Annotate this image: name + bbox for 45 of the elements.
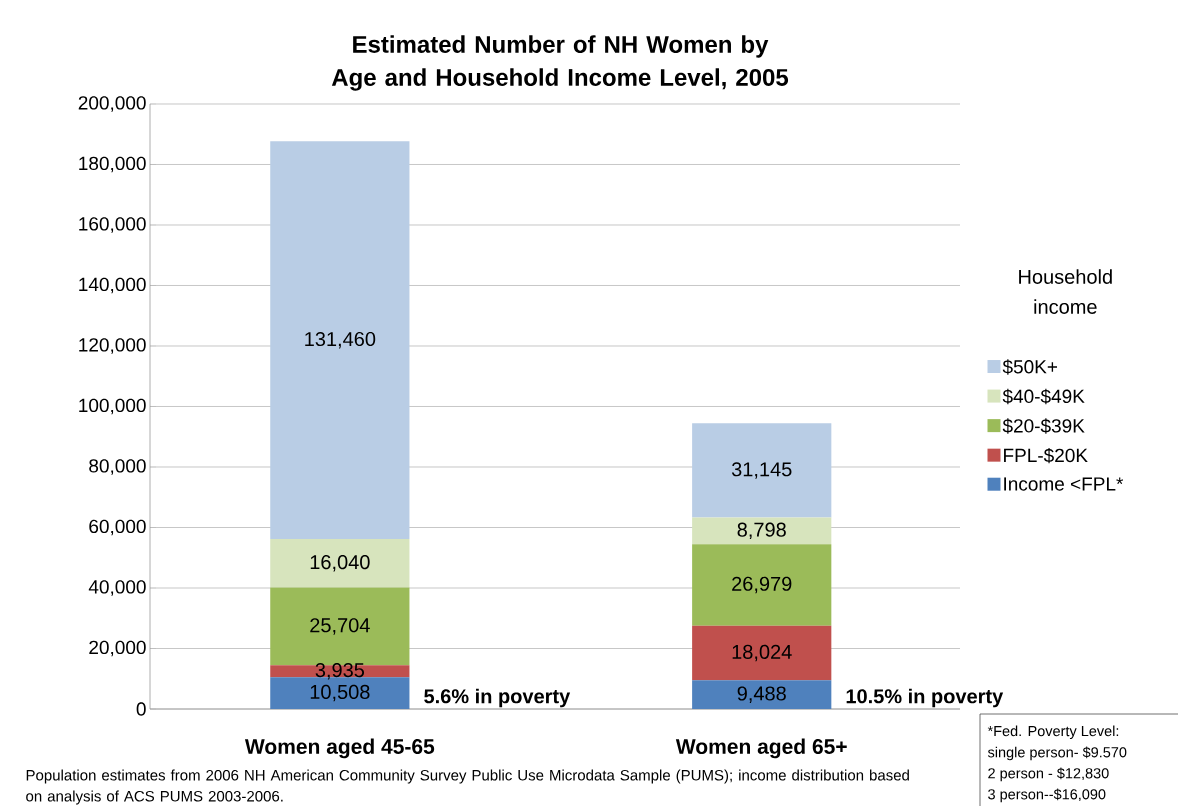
y-tick-label: 160,000 [79, 217, 146, 233]
legend-title: Household income [1019, 269, 1112, 314]
legend-label: $40-$49K [1002, 388, 1085, 405]
y-tick-label: 180,000 [79, 156, 146, 173]
legend-label: FPL-$20K [1004, 447, 1088, 464]
y-tick-label: 40,000 [88, 580, 146, 596]
data-label: 8,798 [737, 522, 786, 540]
data-label: 16,040 [310, 555, 370, 572]
data-label: 25,704 [310, 618, 370, 635]
text: 2 person - $12,830 [988, 767, 1109, 782]
y-tick-label: 140,000 [79, 277, 146, 294]
text: 3 person--$16,090 [988, 788, 1106, 803]
data-label: 10,508 [310, 684, 370, 702]
y-tick-label: 200,000 [78, 96, 146, 112]
y-tick-label: 80,000 [89, 459, 146, 475]
chart-title: Estimated Number of NH Women by Age and Household Income Level, 2005 [331, 35, 789, 91]
bar [692, 423, 832, 518]
bar [692, 680, 832, 709]
y-tick-label: 100,000 [79, 398, 146, 415]
annotation: 5.6% in poverty [424, 688, 571, 708]
annotation: 10.5% in poverty [846, 688, 1004, 708]
bar [270, 141, 410, 540]
y-tick-label: 120,000 [79, 338, 146, 354]
bar [692, 544, 832, 626]
data-label: 18,024 [732, 644, 792, 662]
bar [270, 665, 410, 678]
legend-label: $50K+ [1002, 359, 1058, 375]
bar [692, 517, 832, 545]
x-tick-label: Women aged 45-65 [244, 738, 435, 759]
data-label: 26,979 [732, 576, 792, 594]
data-label: 31,145 [731, 462, 792, 479]
legend-label: Income <FPL* [1004, 477, 1124, 491]
data-label: 131,460 [305, 331, 376, 349]
x-tick-label: Women aged 65+ [675, 738, 847, 759]
data-label: 3,935 [315, 662, 365, 680]
text: *Fed. Poverty Level: [987, 725, 1119, 740]
bar [692, 625, 832, 681]
text: single person- $9.570 [987, 746, 1127, 761]
legend-label: $20-$39K [1002, 418, 1085, 434]
data-label: 9,488 [737, 686, 786, 703]
bar [270, 539, 410, 588]
y-tick-label: 60,000 [89, 519, 146, 536]
text: Population estimates from 2006 NH American Community Survey Public Use Microdata Sample (PUMS); income distribution based on analysis of ACS PUMS 2003-2006. [26, 769, 909, 805]
y-tick-label: 0 [136, 702, 146, 716]
y-tick-label: 20,000 [89, 640, 146, 657]
